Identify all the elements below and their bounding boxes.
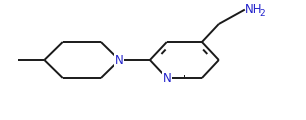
Text: N: N — [115, 54, 124, 66]
Text: N: N — [162, 72, 171, 84]
Text: 2: 2 — [259, 9, 265, 18]
Text: NH: NH — [245, 3, 262, 16]
